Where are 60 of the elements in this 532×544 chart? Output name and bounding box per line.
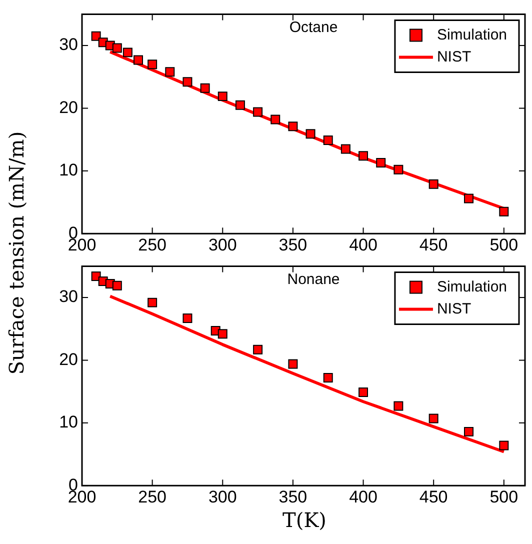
point — [253, 107, 263, 117]
point — [358, 151, 368, 161]
point — [235, 100, 245, 110]
x-axis-title: T(K) — [282, 508, 328, 532]
x-tick-label: 500 — [490, 487, 518, 506]
y-tick-label: 10 — [59, 412, 78, 432]
legend-label: NIST — [436, 300, 472, 318]
point — [270, 114, 280, 124]
legend-label: Simulation — [436, 26, 508, 44]
point — [394, 164, 404, 174]
point — [499, 206, 509, 216]
x-tick-label: 400 — [349, 235, 378, 254]
legend-label: NIST — [436, 48, 472, 66]
point — [218, 92, 228, 102]
point — [499, 440, 509, 450]
point — [464, 426, 474, 436]
point — [148, 60, 158, 70]
point — [253, 344, 263, 354]
point — [134, 55, 143, 65]
point — [200, 83, 210, 93]
point — [464, 194, 474, 204]
x-tick-label: 350 — [278, 487, 308, 506]
point — [323, 373, 333, 383]
chart-title: Octane — [289, 18, 338, 36]
y-tick-label: 20 — [59, 350, 78, 369]
x-tick-label: 350 — [278, 235, 308, 254]
point — [112, 280, 122, 290]
point — [323, 135, 333, 145]
point — [122, 48, 132, 58]
point — [288, 359, 298, 369]
point — [112, 43, 122, 53]
x-tick-label: 400 — [349, 487, 378, 506]
x-tick-label: 250 — [138, 235, 167, 254]
x-tick-label: 300 — [208, 487, 237, 506]
point — [428, 179, 438, 189]
x-tick-label: 250 — [138, 487, 167, 506]
point — [428, 414, 438, 424]
chart-title: Nonane — [287, 270, 340, 288]
y-axis-title: Surface tension (mN/m) — [5, 130, 29, 374]
point — [91, 31, 101, 41]
y-tick-label: 30 — [59, 35, 78, 54]
point — [148, 298, 158, 308]
point — [182, 313, 192, 323]
point — [288, 122, 298, 132]
x-tick-label: 300 — [208, 235, 237, 254]
point — [218, 329, 228, 339]
point — [165, 67, 175, 77]
x-tick-label: 450 — [419, 235, 448, 254]
point — [306, 129, 316, 139]
point — [376, 158, 386, 168]
y-tick-label: 30 — [59, 287, 78, 306]
point — [358, 387, 368, 397]
y-tick-label: 20 — [59, 98, 78, 117]
x-tick-label: 450 — [419, 487, 448, 506]
point — [182, 77, 192, 87]
legend-label: Simulation — [436, 278, 508, 296]
x-tick-label: 500 — [490, 235, 518, 254]
point — [340, 144, 350, 154]
point — [394, 401, 404, 411]
y-tick-label: 10 — [59, 160, 78, 180]
